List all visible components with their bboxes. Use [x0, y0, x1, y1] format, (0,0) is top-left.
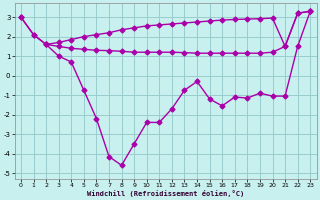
X-axis label: Windchill (Refroidissement éolien,°C): Windchill (Refroidissement éolien,°C) — [87, 190, 244, 197]
